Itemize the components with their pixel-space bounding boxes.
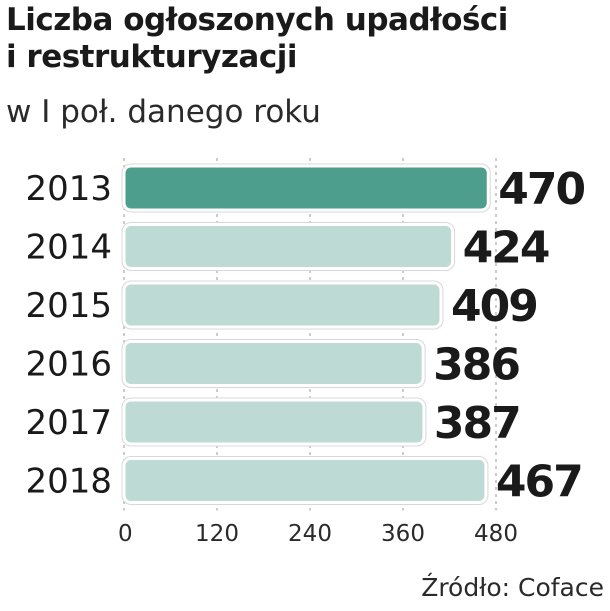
bar-outline	[121, 456, 489, 505]
x-tick-label: 360	[381, 521, 425, 547]
category-label: 2018	[25, 462, 112, 502]
bar	[122, 398, 426, 446]
category-label: 2013	[25, 169, 112, 209]
chart-title-line-2: i restrukturyzacji	[6, 39, 297, 75]
x-tick-label: 120	[195, 521, 239, 547]
bar	[122, 281, 443, 329]
source-note: Źródło: Coface	[421, 573, 604, 602]
gridlines	[123, 158, 497, 511]
data-label: 470	[498, 164, 584, 215]
bar-outline	[121, 397, 427, 447]
data-label: 424	[463, 223, 549, 274]
bar	[122, 457, 488, 504]
data-label: 387	[434, 398, 520, 449]
category-label: 2017	[25, 403, 112, 443]
x-tick-label: 480	[474, 521, 518, 547]
bar-chart: 0 120 240 360 480 2013 470 2014 424 2015 409 2016 38…	[25, 158, 586, 547]
bars	[121, 163, 491, 505]
category-label: 2016	[25, 345, 112, 385]
data-label: 386	[433, 340, 519, 391]
bar	[122, 223, 455, 270]
chart-subtitle: w I poł. danego roku	[6, 94, 321, 130]
data-label: 467	[496, 457, 582, 508]
bar-outline	[121, 222, 456, 271]
chart-title-line-1: Liczba ogłoszonych upadłości	[6, 2, 508, 38]
bar	[122, 340, 425, 387]
bar-outline	[121, 339, 426, 388]
x-tick-label: 0	[118, 521, 133, 547]
bar	[122, 164, 490, 212]
bar-outline	[121, 280, 444, 330]
labels: 0 120 240 360 480 2013 470 2014 424 2015 409 2016 38…	[25, 164, 586, 547]
chart-title: Liczba ogłoszonych upadłości i restruktur…	[6, 2, 508, 76]
x-tick-label: 240	[288, 521, 332, 547]
category-label: 2015	[25, 286, 112, 326]
category-label: 2014	[25, 228, 112, 268]
bar-outline	[121, 163, 491, 213]
data-label: 409	[451, 281, 537, 332]
